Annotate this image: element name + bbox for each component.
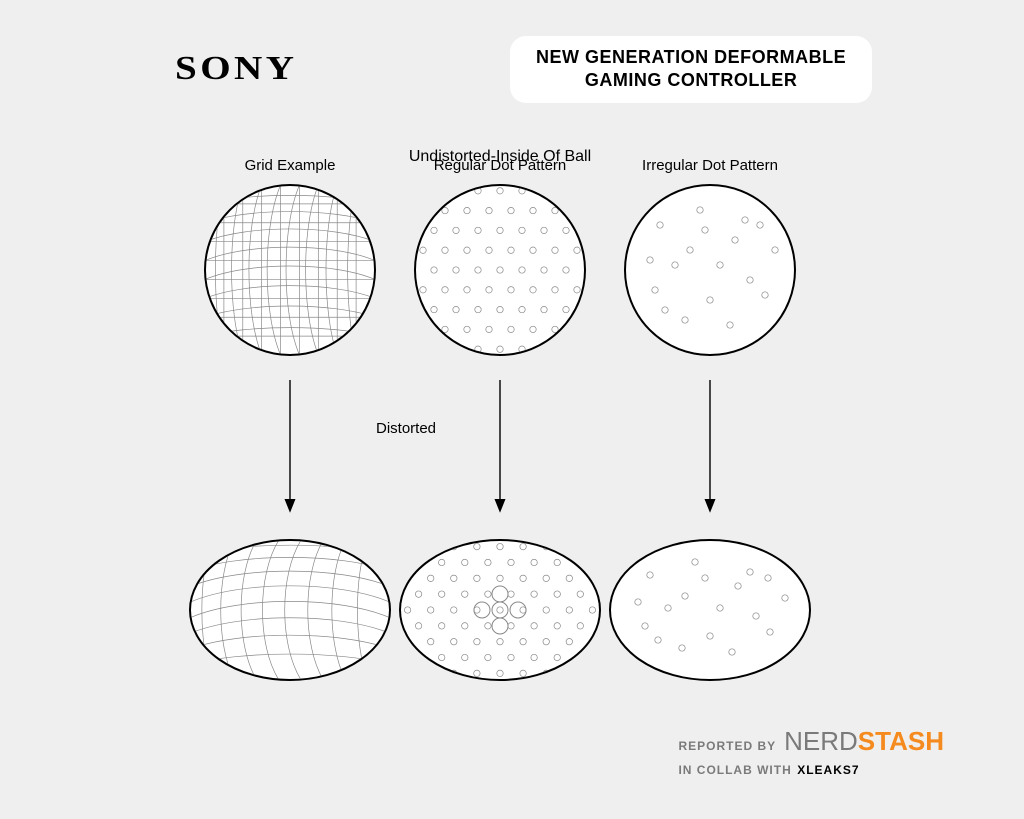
brand-part-b: STASH — [858, 726, 944, 756]
collab-label: IN COLLAB WITH — [678, 763, 791, 777]
reported-by-label: REPORTED BY — [678, 739, 776, 753]
diagram-svg — [0, 0, 1024, 819]
brand-part-a: NERD — [784, 726, 858, 756]
footer-credit: REPORTED BY NERDSTASH IN COLLAB WITH XLE… — [678, 726, 944, 779]
collab-name: XLEAKS7 — [797, 763, 859, 777]
